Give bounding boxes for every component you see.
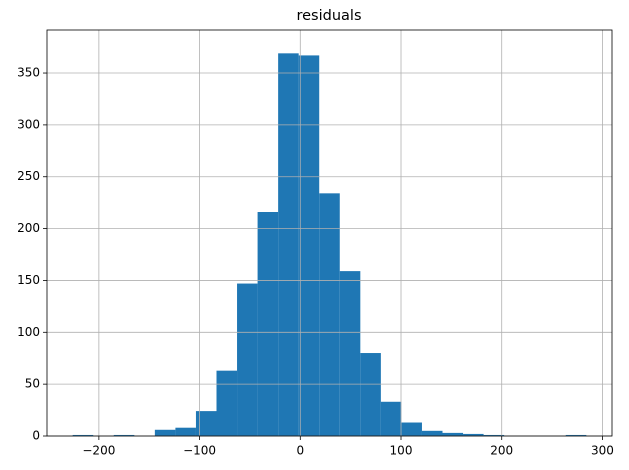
bar <box>113 434 135 436</box>
y-tick-label: 100 <box>17 325 40 339</box>
y-tick-label: 0 <box>32 429 40 443</box>
bar <box>257 212 279 436</box>
y-tick-label: 300 <box>17 117 40 131</box>
bar <box>298 55 320 436</box>
bar <box>421 430 443 436</box>
bar <box>401 422 422 436</box>
plot-frame <box>46 29 613 437</box>
bar <box>319 193 340 436</box>
x-tick-label: −200 <box>82 444 115 458</box>
bar <box>72 434 94 436</box>
bar <box>237 283 258 436</box>
bar <box>175 427 196 436</box>
bar <box>339 271 361 436</box>
x-tick-label: 300 <box>591 444 614 458</box>
y-tick-label: 150 <box>17 273 40 287</box>
x-tick-label: 200 <box>490 444 513 458</box>
bar <box>483 434 505 436</box>
x-tick-label: −100 <box>183 444 216 458</box>
x-tick-label: 100 <box>390 444 413 458</box>
y-tick-label: 50 <box>25 377 40 391</box>
bar <box>154 429 176 436</box>
bar <box>360 353 381 436</box>
y-tick-label: 250 <box>17 169 40 183</box>
chart-title: residuals <box>296 8 361 24</box>
bar <box>216 370 238 436</box>
y-tick-label: 200 <box>17 221 40 235</box>
bar <box>442 432 464 436</box>
bar <box>463 433 484 436</box>
bar <box>195 411 217 436</box>
bar <box>565 434 587 436</box>
x-tick-label: 0 <box>296 444 304 458</box>
y-tick-label: 350 <box>17 66 40 80</box>
bar <box>380 401 402 436</box>
bar <box>278 53 299 436</box>
